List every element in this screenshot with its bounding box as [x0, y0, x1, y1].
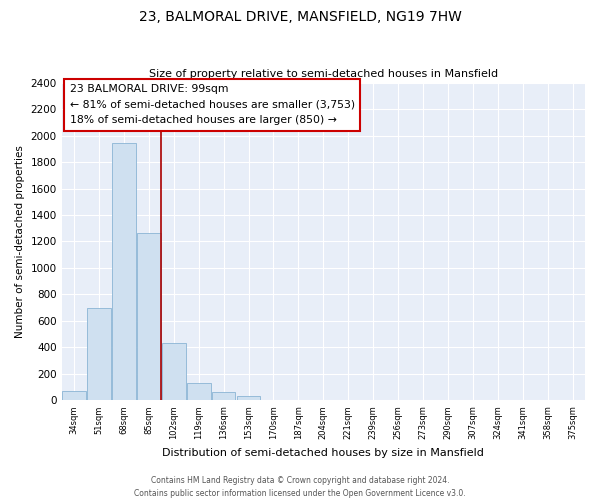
X-axis label: Distribution of semi-detached houses by size in Mansfield: Distribution of semi-detached houses by … — [163, 448, 484, 458]
Text: 23, BALMORAL DRIVE, MANSFIELD, NG19 7HW: 23, BALMORAL DRIVE, MANSFIELD, NG19 7HW — [139, 10, 461, 24]
Bar — [162, 344, 185, 400]
Text: Contains HM Land Registry data © Crown copyright and database right 2024.
Contai: Contains HM Land Registry data © Crown c… — [134, 476, 466, 498]
Bar — [212, 392, 235, 400]
Title: Size of property relative to semi-detached houses in Mansfield: Size of property relative to semi-detach… — [149, 69, 498, 79]
Bar — [62, 391, 86, 400]
Text: 23 BALMORAL DRIVE: 99sqm
← 81% of semi-detached houses are smaller (3,753)
18% o: 23 BALMORAL DRIVE: 99sqm ← 81% of semi-d… — [70, 84, 355, 126]
Bar — [87, 308, 111, 400]
Y-axis label: Number of semi-detached properties: Number of semi-detached properties — [15, 145, 25, 338]
Bar — [137, 233, 161, 400]
Bar — [112, 144, 136, 400]
Bar — [237, 396, 260, 400]
Bar — [187, 382, 211, 400]
